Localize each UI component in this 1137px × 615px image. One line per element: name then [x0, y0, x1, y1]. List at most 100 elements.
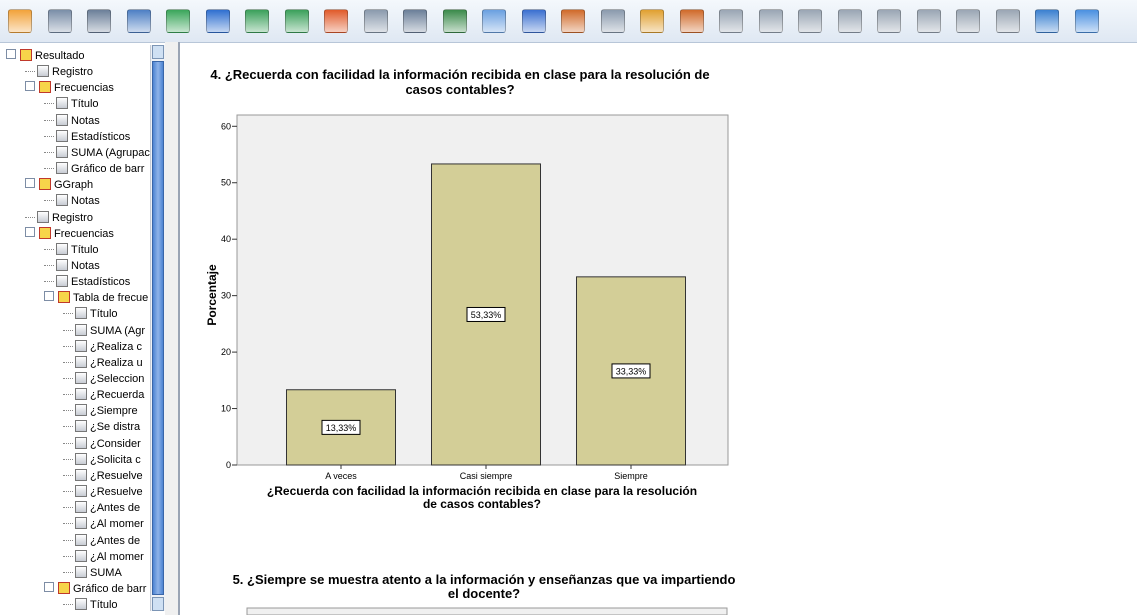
pane-divider[interactable] — [165, 42, 180, 615]
toolbar-button[interactable] — [166, 9, 190, 33]
toolbar-button[interactable] — [324, 9, 348, 33]
toolbar-button[interactable] — [719, 9, 743, 33]
connector — [63, 345, 73, 347]
tree-node[interactable]: Resultado — [6, 48, 85, 64]
connector — [44, 103, 54, 105]
tree-node[interactable]: Registro — [25, 64, 93, 80]
toolbar-button[interactable] — [482, 9, 506, 33]
tree-node[interactable]: ¿Antes de — [63, 533, 140, 549]
tree-label: ¿Solicita c — [90, 453, 141, 466]
tree-node[interactable]: SUMA (Agrupac — [44, 145, 150, 161]
item-icon — [56, 194, 68, 207]
tree-label: ¿Antes de — [90, 534, 141, 547]
tree-node[interactable]: SUMA (Agr — [63, 323, 145, 339]
tree-node[interactable]: ¿Recuerda — [63, 387, 144, 403]
tree-node[interactable]: Título — [63, 306, 118, 322]
tree-node[interactable]: Tabla de frecue — [44, 290, 148, 306]
tree-node[interactable]: ¿Al momer — [63, 549, 144, 565]
toolbar-button[interactable] — [561, 9, 585, 33]
book-icon — [58, 581, 70, 594]
tree-label: ¿Resuelve — [90, 486, 143, 499]
tree-node[interactable]: Estadísticos — [44, 274, 130, 290]
scroll-up[interactable] — [152, 45, 164, 59]
tree-node[interactable]: Frecuencias — [25, 80, 114, 96]
tree-node[interactable]: ¿Al momer — [63, 516, 144, 532]
tree-node[interactable]: ¿Antes de — [63, 500, 140, 516]
toolbar-button[interactable] — [758, 9, 783, 33]
tree-node[interactable]: Título — [63, 597, 118, 613]
toolbar-button[interactable] — [600, 9, 625, 33]
item-icon — [75, 307, 87, 320]
toolbar-button[interactable] — [798, 9, 822, 33]
tree-node[interactable]: Notas — [44, 258, 100, 274]
tree-node[interactable]: ¿Realiza c — [63, 339, 142, 355]
tree-node[interactable]: Estadísticos — [44, 129, 130, 145]
toolbar-button[interactable] — [284, 9, 309, 33]
bar — [576, 276, 686, 466]
scrollbar[interactable] — [150, 45, 166, 611]
tree-node[interactable]: Notas — [44, 193, 100, 209]
toolbar-button[interactable] — [126, 9, 151, 33]
tree-node[interactable]: Notas — [44, 113, 100, 129]
tree-label: Gráfico de barr — [73, 582, 147, 595]
bar — [431, 163, 541, 466]
toolbar-button[interactable] — [245, 9, 269, 33]
tree-node[interactable]: ¿Resuelve — [63, 484, 143, 500]
toolbar-button[interactable] — [87, 9, 111, 33]
tree-node[interactable]: ¿Realiza u — [63, 355, 143, 371]
toolbar-button[interactable] — [363, 9, 388, 33]
tree-label: Registro — [52, 66, 93, 79]
tree-label: ¿Al momer — [90, 518, 144, 531]
tree-node[interactable]: Gráfico de barr — [44, 161, 144, 177]
connector — [63, 313, 73, 315]
toolbar-button[interactable] — [640, 9, 664, 33]
expander — [44, 581, 54, 592]
tree-label: Notas — [71, 114, 100, 127]
tree-node[interactable]: ¿Resuelve — [63, 468, 143, 484]
tree-node[interactable]: Título — [44, 242, 99, 258]
tree-label: Gráfico de barr — [71, 163, 145, 176]
tree-node[interactable]: Gráfico de barr — [44, 581, 146, 597]
toolbar-button[interactable] — [837, 9, 862, 33]
connector — [63, 410, 73, 412]
connector — [44, 119, 54, 121]
toolbar-button[interactable] — [47, 9, 72, 33]
tree-node[interactable]: Frecuencias — [25, 226, 114, 242]
toolbar-button[interactable] — [205, 9, 230, 33]
toolbar-button[interactable] — [995, 9, 1020, 33]
toolbar-button[interactable] — [403, 9, 427, 33]
toolbar-button[interactable] — [1035, 9, 1059, 33]
tree-label: Tabla de frecue — [73, 292, 149, 305]
item-icon — [56, 129, 68, 142]
tree-label: Registro — [52, 211, 93, 224]
item-icon — [56, 275, 68, 288]
tree-node[interactable]: ¿Se distra — [63, 419, 140, 435]
toolbar-button[interactable] — [8, 9, 32, 33]
toolbar-button[interactable] — [442, 9, 467, 33]
toolbar-button[interactable] — [916, 9, 941, 33]
chart-title: el docente? — [448, 586, 520, 601]
book-icon — [39, 226, 51, 239]
tree-node[interactable]: SUMA — [63, 565, 122, 581]
value-label: 13,33% — [326, 423, 357, 433]
scroll-down[interactable] — [152, 597, 164, 611]
tree-node[interactable]: ¿Consider — [63, 436, 141, 452]
toolbar-button[interactable] — [956, 9, 980, 33]
toolbar-button[interactable] — [679, 9, 704, 33]
tree-node[interactable]: Registro — [25, 210, 93, 226]
tree-node[interactable]: ¿Solicita c — [63, 452, 141, 468]
tree-node[interactable]: ¿Seleccion — [63, 371, 144, 387]
toolbar-button[interactable] — [1074, 9, 1099, 33]
toolbar-button[interactable] — [521, 9, 546, 33]
item-icon — [75, 452, 87, 465]
book-icon — [58, 291, 70, 304]
toolbar-button[interactable] — [877, 9, 901, 33]
tree-label: SUMA — [90, 566, 122, 579]
tree-node[interactable]: Título — [44, 96, 99, 112]
scroll-thumb[interactable] — [152, 61, 164, 595]
plot-area — [246, 607, 728, 615]
tree-node[interactable]: GGraph — [25, 177, 93, 193]
tree-node[interactable]: ¿Siempre — [63, 403, 138, 419]
connector — [63, 474, 73, 476]
tree-label: ¿Consider — [90, 437, 141, 450]
